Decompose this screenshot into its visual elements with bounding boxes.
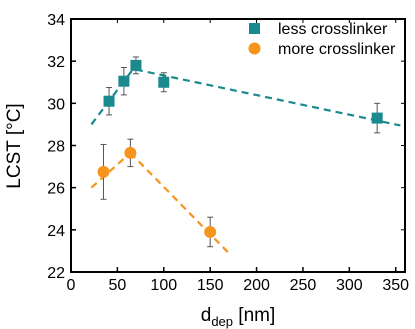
legend-label-less-crosslinker: less crosslinker [278, 21, 388, 38]
trendline-less-crosslinker-0 [90, 64, 137, 126]
plot-content [90, 56, 401, 254]
data-point-less-crosslinker-4 [371, 112, 383, 124]
legend-label-more-crosslinker: more crosslinker [278, 41, 396, 58]
y-tick-label-34: 34 [47, 12, 65, 29]
x-tick-label-50: 50 [108, 277, 126, 294]
x-tick-label-200: 200 [243, 277, 270, 294]
data-point-less-crosslinker-2 [130, 59, 142, 71]
data-point-more-crosslinker-0 [97, 165, 110, 178]
x-axis-title-subscript: dep [211, 314, 233, 329]
legend-marker-more-crosslinker [248, 42, 261, 55]
legend: less crosslinker more crosslinker [248, 21, 396, 58]
y-tick-label-28: 28 [47, 139, 65, 156]
y-tick-label-24: 24 [47, 223, 65, 240]
x-tick-label-350: 350 [382, 277, 409, 294]
legend-marker-less-crosslinker [249, 23, 260, 34]
x-tick-label-0: 0 [67, 277, 76, 294]
data-point-more-crosslinker-2 [204, 225, 217, 238]
trendline-more-crosslinker-0 [90, 152, 132, 189]
data-point-less-crosslinker-0 [103, 95, 115, 107]
y-axis-title: LCST [°C] [4, 103, 25, 188]
x-axis-title: ddep [nm] [201, 305, 276, 329]
y-tick-label-32: 32 [47, 54, 65, 71]
trendline-less-crosslinker-1 [135, 68, 401, 127]
x-axis-title-unit: [nm] [233, 305, 275, 326]
x-tick-label-150: 150 [197, 277, 224, 294]
axis-ticks: 0 50 100 150 200 250 300 350 22 24 26 28 30 32 34 [47, 12, 409, 294]
trendline-more-crosslinker-1 [129, 152, 230, 254]
y-tick-label-22: 22 [47, 265, 65, 282]
y-tick-label-26: 26 [47, 181, 65, 198]
x-tick-label-100: 100 [150, 277, 177, 294]
y-tick-label-30: 30 [47, 96, 65, 113]
x-axis-title-main: d [201, 305, 212, 326]
x-tick-label-250: 250 [290, 277, 317, 294]
x-tick-label-300: 300 [336, 277, 363, 294]
data-point-less-crosslinker-1 [118, 75, 130, 87]
data-point-more-crosslinker-1 [124, 146, 137, 159]
data-point-less-crosslinker-3 [158, 76, 170, 88]
